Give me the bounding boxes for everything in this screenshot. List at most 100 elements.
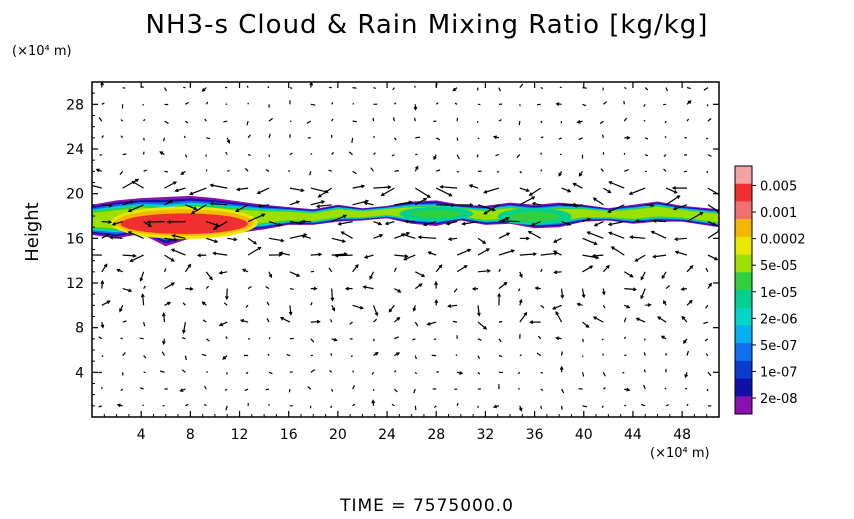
wind-vector [101, 135, 104, 139]
wind-vector [352, 200, 369, 206]
wind-vector [601, 134, 604, 138]
wind-vector-head [503, 281, 508, 286]
wind-vector-head [129, 258, 134, 263]
wind-vector [352, 170, 357, 175]
wind-vector [581, 372, 585, 377]
wind-vector [139, 337, 144, 340]
wind-vector [181, 369, 186, 373]
wind-vector-head [300, 234, 306, 239]
wind-vector-head [369, 275, 373, 280]
wind-vector-head [235, 208, 240, 212]
wind-vector-head [201, 301, 206, 306]
wind-vector [484, 187, 500, 194]
wind-vector-head [482, 240, 487, 244]
wind-vector-head [296, 273, 301, 277]
wind-vector [172, 234, 186, 239]
wind-vector [309, 171, 312, 176]
wind-vector-head [467, 248, 472, 253]
wind-vector [331, 151, 334, 155]
wind-vector [143, 137, 145, 141]
wind-vector-head [529, 320, 534, 325]
wind-vector-head [552, 250, 557, 254]
wind-vector [477, 305, 480, 316]
wind-vector [582, 265, 593, 273]
wind-vector [574, 204, 583, 207]
wind-vector [268, 117, 273, 122]
wind-vector [349, 321, 353, 325]
colorbar-label: 5e-07 [760, 339, 798, 354]
wind-vector [164, 237, 177, 241]
wind-vector [498, 268, 501, 273]
wind-vector-head [129, 200, 134, 205]
y-tick-label: 28 [66, 97, 84, 113]
wind-vector [433, 338, 437, 341]
wind-vector-head [180, 171, 185, 175]
wind-vector [412, 338, 416, 341]
wind-vector [414, 371, 418, 375]
wind-vector-head [632, 287, 638, 292]
wind-vector-head [505, 216, 510, 221]
wind-vector-head [188, 191, 194, 196]
wind-vector [428, 251, 437, 256]
y-tick-label: 16 [66, 231, 84, 247]
wind-vector-head [109, 235, 114, 240]
wind-vector-head [551, 306, 557, 310]
wind-vector [132, 180, 144, 189]
wind-vector [593, 197, 604, 206]
wind-vector [206, 221, 219, 227]
wind-vector [518, 121, 521, 126]
wind-vector-head [209, 183, 214, 188]
wind-vector [707, 118, 712, 122]
wind-vector [185, 120, 189, 124]
wind-vector [122, 254, 136, 257]
wind-vector [318, 187, 333, 198]
wind-vector [603, 187, 611, 194]
wind-vector [213, 221, 228, 230]
wind-vector [553, 237, 562, 243]
wind-vector [184, 154, 188, 158]
wind-vector [99, 154, 102, 156]
wind-vector [498, 282, 508, 290]
wind-vector-head [363, 201, 368, 206]
wind-vector [394, 170, 399, 172]
colorbar-frame [734, 165, 753, 415]
colorbar-swatch [735, 183, 752, 202]
wind-vector [98, 405, 103, 408]
wind-vector [683, 154, 688, 156]
wind-vector-head [344, 286, 349, 291]
wind-vector-head [558, 172, 562, 177]
wind-vector [433, 405, 437, 409]
wind-vector [184, 355, 187, 361]
wind-vector [581, 338, 585, 342]
wind-vector [143, 285, 146, 289]
wind-vector [268, 237, 284, 242]
wind-vector [205, 101, 209, 105]
wind-vector-head [173, 181, 178, 185]
wind-vector [206, 137, 211, 140]
wind-vector [183, 135, 186, 139]
wind-vector [403, 254, 416, 261]
wind-vector-head [212, 251, 217, 256]
wind-vector [223, 120, 228, 123]
wind-vector [225, 336, 228, 340]
wind-vector [418, 236, 437, 239]
wind-vector-head [201, 88, 206, 92]
wind-vector [540, 405, 543, 409]
wind-vector-head [235, 187, 241, 192]
wind-vector [707, 204, 719, 213]
wind-vector-head [684, 374, 689, 379]
wind-vector [456, 170, 460, 173]
wind-vector-head [417, 235, 422, 240]
wind-vector [414, 283, 423, 290]
wind-vector-head [384, 221, 389, 226]
wind-vector [373, 87, 376, 89]
wind-vector [184, 264, 191, 273]
wind-vector [456, 154, 460, 160]
wind-vector [414, 197, 427, 206]
colorbar-swatch [735, 201, 752, 220]
colorbar-swatch [735, 272, 752, 291]
wind-vector [210, 203, 228, 206]
wind-vector [364, 202, 374, 206]
wind-vector [435, 187, 452, 197]
wind-vector-head [448, 192, 453, 197]
